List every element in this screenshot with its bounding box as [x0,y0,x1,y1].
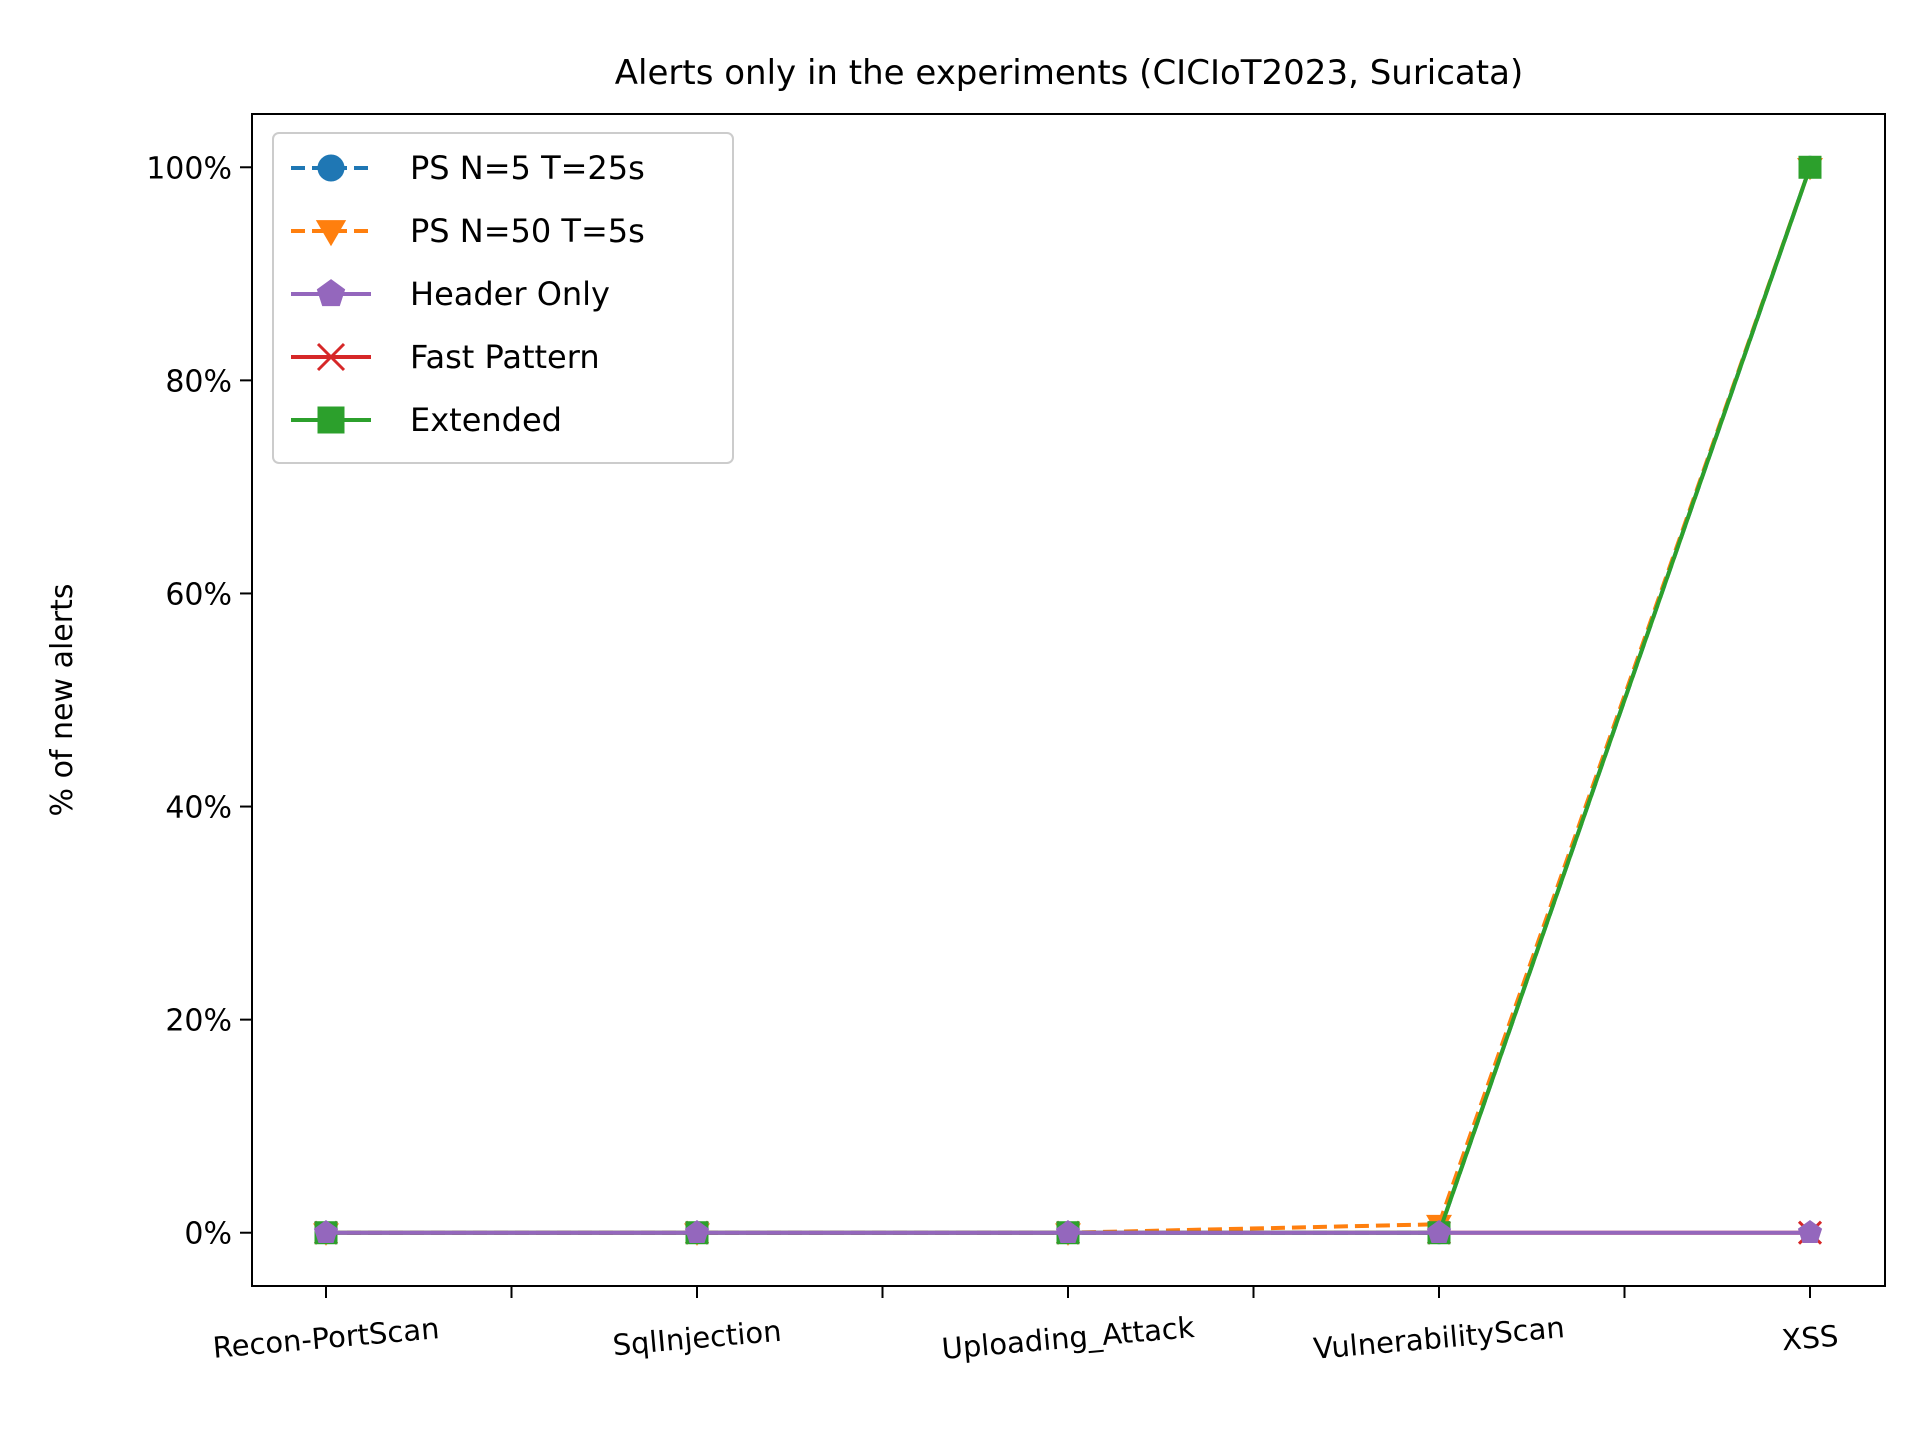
data-point [1426,1220,1452,1244]
legend-entry: Extended [291,401,562,439]
x-tick-label: SqlInjection [611,1314,783,1363]
x-tick-label: XSS [1780,1319,1839,1358]
legend-entry: Header Only [291,275,610,313]
data-point [1797,1220,1823,1244]
data-point [684,1220,710,1244]
data-point [315,220,347,247]
data-point [317,406,345,434]
legend-entry: PS N=5 T=25s [291,149,645,187]
legend-label: PS N=5 T=25s [410,149,645,187]
y-tick-label: 60% [165,577,232,612]
x-tick-label: VulnerabilityScan [1312,1310,1566,1366]
legend-entry: Fast Pattern [291,338,600,376]
chart-title: Alerts only in the experiments (CICIoT20… [615,53,1523,93]
y-tick-label: 0% [184,1217,232,1252]
x-axis-ticks: Recon-PortScan SqlInjection Uploading_Atta… [211,1286,1840,1366]
x-tick-label: Uploading_Attack [940,1310,1196,1366]
y-tick-label: 80% [165,364,232,399]
legend-label: Header Only [410,275,610,313]
data-point [317,154,345,182]
data-point [1798,155,1822,179]
data-point [316,279,346,307]
legend-label: PS N=50 T=5s [410,212,645,250]
legend-label: Extended [410,401,562,439]
axes-frame [251,113,1886,1287]
data-point [313,1220,339,1244]
x-tick-label: Recon-PortScan [211,1311,440,1365]
data-point [316,342,346,372]
legend-entry: PS N=50 T=5s [291,212,645,250]
y-tick-label: 100% [146,151,232,186]
legend: PS N=5 T=25s PS N=50 T=5s Header Only Fast … [272,132,734,464]
y-tick-label: 20% [165,1004,232,1039]
data-point [1055,1220,1081,1244]
legend-box [272,132,734,464]
y-axis-ticks: 0% 20% 40% 60% 80% 100% [146,151,252,1252]
y-axis-label: % of new alerts [45,584,80,817]
legend-label: Fast Pattern [410,338,600,376]
series-2 [313,1220,1823,1244]
series-layer [313,155,1823,1246]
y-tick-label: 40% [165,791,232,826]
